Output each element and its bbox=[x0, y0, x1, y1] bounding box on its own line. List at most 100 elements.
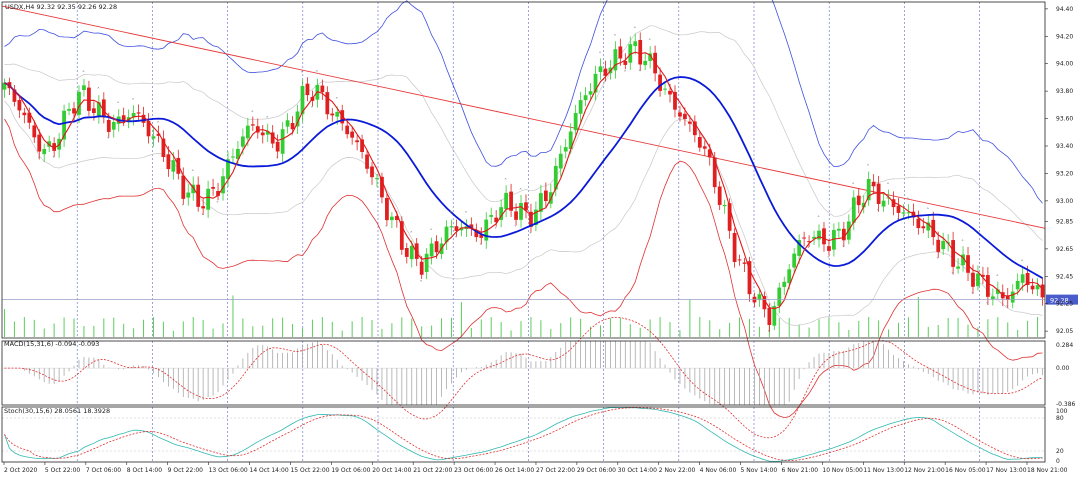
candle-body bbox=[886, 197, 891, 199]
stoch-main-line bbox=[4, 406, 1043, 462]
candle-body bbox=[717, 186, 722, 205]
candle-body bbox=[618, 46, 623, 59]
candle-body bbox=[161, 138, 166, 158]
candle-body bbox=[1020, 274, 1025, 283]
fractal-up-marker: ˄ bbox=[1021, 259, 1024, 266]
candle-body bbox=[916, 218, 921, 229]
candle-body bbox=[171, 160, 176, 172]
candle-body bbox=[832, 229, 836, 250]
candle-body bbox=[449, 226, 454, 228]
fractal-down-marker: ˅ bbox=[107, 137, 110, 144]
fractal-down-marker: ˅ bbox=[971, 292, 974, 299]
fractal-up-marker: ˄ bbox=[266, 116, 269, 123]
fractal-down-marker: ˅ bbox=[827, 256, 830, 263]
fractal-down-marker: ˅ bbox=[514, 225, 517, 232]
candle-body bbox=[67, 108, 71, 111]
trendline[interactable] bbox=[1, 5, 1046, 229]
candle-body bbox=[181, 175, 186, 199]
stoch-tick-label: 100 bbox=[1056, 408, 1068, 415]
fractal-up-marker: ˄ bbox=[410, 231, 413, 238]
time-tick-label: 16 Nov 05:00 bbox=[945, 467, 986, 474]
price-tick-label: 92.65 bbox=[1056, 246, 1073, 253]
macd-tick-label: 0.284 bbox=[1056, 342, 1073, 349]
candle-body bbox=[519, 202, 523, 220]
time-tick-label: 27 Oct 22:00 bbox=[536, 467, 575, 474]
candle-body bbox=[1015, 280, 1020, 290]
fractal-down-marker: ˅ bbox=[638, 69, 641, 76]
panel-border bbox=[1, 1, 1046, 339]
price-tick-label: 93.00 bbox=[1056, 198, 1073, 205]
candle-body bbox=[861, 202, 866, 208]
fractal-down-marker: ˅ bbox=[623, 70, 626, 77]
time-tick-label: 11 Nov 13:00 bbox=[863, 467, 904, 474]
candle-body bbox=[156, 133, 161, 136]
candle-body bbox=[221, 176, 225, 194]
price-tick-label: 92.05 bbox=[1056, 328, 1073, 335]
fractal-down-marker: ˅ bbox=[181, 204, 184, 211]
candle-body bbox=[37, 134, 42, 152]
time-tick-label: 5 Nov 14:00 bbox=[741, 467, 778, 474]
candle-body bbox=[91, 108, 96, 114]
candle-body bbox=[841, 228, 846, 241]
candle-body bbox=[683, 113, 687, 120]
candle-body bbox=[529, 211, 533, 227]
candle-body bbox=[345, 125, 350, 135]
candle-body bbox=[285, 120, 290, 127]
candle-body bbox=[603, 68, 608, 76]
time-tick-label: 10 Nov 05:00 bbox=[822, 467, 863, 474]
panel-frames bbox=[1, 1, 1046, 463]
candle-body bbox=[1005, 295, 1010, 300]
candle-body bbox=[186, 192, 191, 198]
fractal-up-marker: ˄ bbox=[132, 98, 135, 105]
price-tick-label: 93.40 bbox=[1056, 143, 1073, 150]
candle-body bbox=[17, 100, 22, 111]
time-tick-label: 19 Oct 06:00 bbox=[331, 467, 370, 474]
fractal-down-marker: ˅ bbox=[52, 156, 55, 163]
trendline-segment bbox=[1, 5, 1046, 229]
candle-body bbox=[827, 246, 831, 251]
candle-body bbox=[434, 241, 439, 253]
fractal-down-marker: ˅ bbox=[479, 243, 482, 250]
candle-body bbox=[375, 178, 379, 180]
candle-body bbox=[27, 112, 32, 123]
fractal-down-marker: ˅ bbox=[201, 213, 204, 220]
candle-body bbox=[896, 205, 901, 213]
fractal-up-marker: ˄ bbox=[996, 274, 999, 281]
time-tick-label: 14 Oct 14:00 bbox=[250, 467, 289, 474]
lower-band bbox=[4, 118, 1043, 419]
candle-body bbox=[976, 273, 980, 287]
candle-body bbox=[414, 243, 419, 259]
fractal-up-marker: ˄ bbox=[251, 111, 254, 118]
candle-body bbox=[673, 91, 677, 110]
candle-body bbox=[404, 248, 409, 257]
candle-body bbox=[42, 149, 47, 155]
fractal-up-marker: ˄ bbox=[430, 228, 433, 235]
fractal-up-marker: ˄ bbox=[97, 87, 100, 94]
candle-body bbox=[856, 195, 861, 206]
candle-body bbox=[419, 261, 424, 275]
candle-body bbox=[727, 203, 732, 231]
candle-body bbox=[524, 202, 528, 211]
fractal-up-marker: ˄ bbox=[926, 207, 929, 214]
candle-body bbox=[494, 217, 499, 223]
candle-body bbox=[638, 39, 643, 65]
price-tick-label: 94.20 bbox=[1056, 33, 1073, 40]
candle-body bbox=[335, 111, 340, 117]
stoch-title: Stoch(30,15,6) 28.0561 18.3928 bbox=[4, 407, 110, 415]
candle-body bbox=[941, 240, 946, 250]
candle-body bbox=[687, 121, 692, 124]
moving-averages bbox=[4, 51, 1043, 310]
time-tick-label: 8 Oct 14:00 bbox=[127, 467, 162, 474]
candle-body bbox=[792, 253, 797, 268]
candle-body bbox=[678, 112, 682, 117]
candle-body bbox=[191, 184, 196, 194]
candle-body bbox=[697, 136, 702, 148]
candle-body bbox=[22, 112, 27, 116]
candle-body bbox=[226, 159, 230, 180]
candle-body bbox=[146, 121, 151, 137]
candle-body bbox=[543, 190, 548, 202]
time-tick-label: 29 Oct 06:00 bbox=[577, 467, 616, 474]
fractal-up-marker: ˄ bbox=[633, 26, 636, 33]
